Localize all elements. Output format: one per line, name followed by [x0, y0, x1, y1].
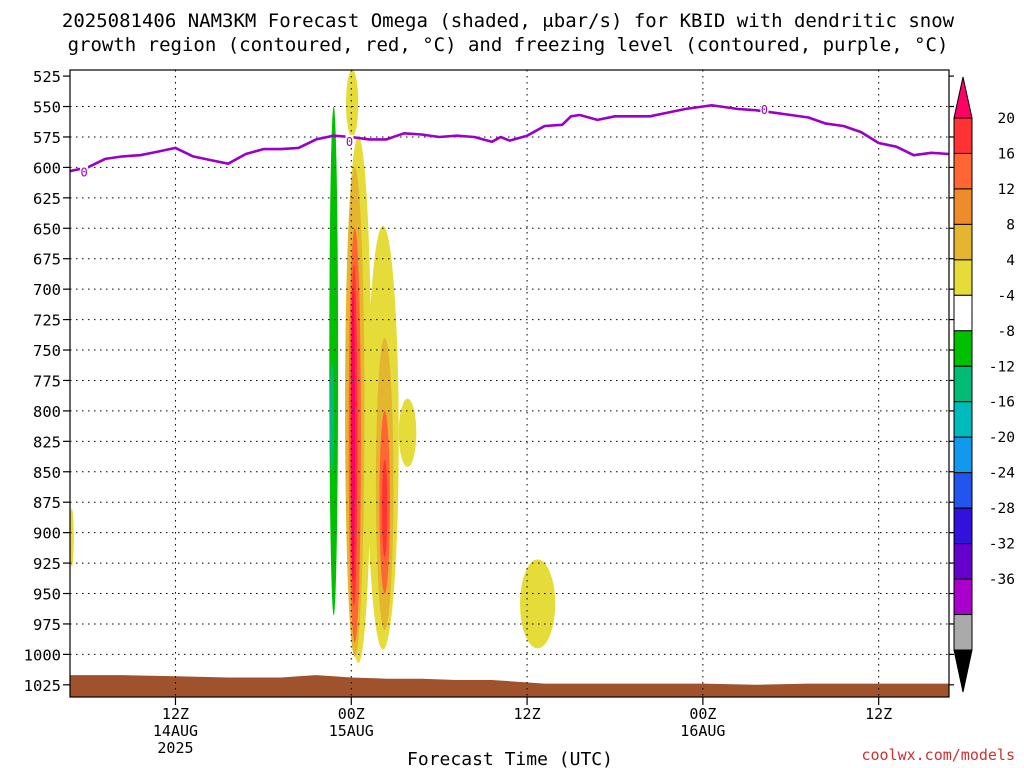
omega-feature-11 [520, 559, 556, 649]
freezing-level-label: 0 [346, 135, 353, 149]
freezing-level-label-bg [345, 134, 354, 148]
omega-feature-0 [346, 70, 359, 137]
y-tick-label: 550 [33, 99, 61, 117]
x-tick-label: 00Z [338, 705, 365, 723]
omega-feature-9 [382, 459, 388, 557]
y-tick-label: 775 [33, 372, 61, 390]
colorbar-label: 8 [1006, 217, 1015, 233]
plot-grid [70, 70, 949, 697]
colorbar-segment [953, 152, 973, 190]
colorbar-label: -4 [998, 288, 1016, 304]
terrain-layer [70, 675, 949, 697]
x-tick-label: 15AUG [329, 722, 374, 740]
colorbar-segment [953, 614, 973, 651]
y-tick-label: 675 [33, 251, 61, 269]
y-tick-label: 525 [33, 68, 61, 86]
colorbar-bottom-arrow [953, 649, 973, 693]
y-axis-ticks: 525 550 575 600 625 650 675 700 725 750 775 800 825 8… [24, 68, 954, 695]
y-tick-label: 1025 [24, 677, 61, 695]
y-tick-label: 600 [33, 159, 61, 177]
y-tick-label: 975 [33, 616, 61, 634]
y-tick-label: 700 [33, 281, 61, 299]
colorbar-segment [953, 223, 973, 261]
colorbar-segment [953, 294, 973, 332]
x-tick-label: 12Z [865, 705, 892, 723]
freezing-level-line [70, 104, 949, 173]
freezing-level-label: 0 [761, 103, 768, 117]
x-tick-label: 00Z [689, 705, 716, 723]
y-tick-label: 925 [33, 555, 61, 573]
colorbar-segment [953, 507, 973, 545]
credit-text: coolwx.com/models [861, 746, 1015, 764]
y-tick-label: 750 [33, 342, 61, 360]
colorbar-segment [953, 578, 973, 616]
colorbar-segment [953, 436, 973, 474]
y-tick-label: 875 [33, 494, 61, 512]
freezing-level-label: 0 [80, 165, 87, 179]
colorbar-label: -36 [989, 572, 1015, 588]
colorbar-label: -20 [989, 430, 1015, 446]
y-tick-label: 850 [33, 464, 61, 482]
colorbar-segment [953, 188, 973, 225]
colorbar-label: 20 [998, 111, 1015, 127]
colorbar-top-arrow [953, 76, 973, 119]
x-tick-label: 14AUG [153, 722, 198, 740]
x-tick-label: 16AUG [680, 722, 725, 740]
colorbar-label: -16 [989, 395, 1015, 411]
colorbar-label: -28 [989, 501, 1015, 517]
chart-title-line-1: 2025081406 NAM3KM Forecast Omega (shaded… [62, 10, 955, 32]
colorbar-segment [953, 330, 973, 367]
omega-shading [70, 70, 556, 663]
y-tick-label: 900 [33, 525, 61, 543]
y-tick-label: 950 [33, 586, 61, 604]
freezing-level-layer: 0 0 0 [70, 103, 949, 179]
colorbar-segment [953, 117, 973, 154]
y-tick-label: 575 [33, 129, 61, 147]
colorbar-segment [953, 472, 973, 509]
colorbar: 20 16 12 8 4 -4 -8 -12 -16 -20 -24 -28 -32 -36 [953, 76, 1016, 693]
y-tick-label: 825 [33, 433, 61, 451]
plot-frame [69, 69, 950, 698]
colorbar-segment [953, 365, 973, 403]
colorbar-label: -32 [989, 537, 1015, 553]
omega-feature-5 [351, 289, 356, 582]
colorbar-label: -24 [989, 466, 1015, 482]
y-tick-label: 800 [33, 403, 61, 421]
x-tick-label: 2025 [157, 739, 193, 757]
omega-feature-13 [329, 106, 339, 616]
y-tick-label: 1000 [24, 646, 61, 664]
x-axis-label: Forecast Time (UTC) [407, 749, 613, 768]
omega-feature-10 [398, 398, 417, 467]
colorbar-segment [953, 259, 973, 296]
colorbar-label: 12 [998, 182, 1015, 198]
x-tick-label: 12Z [162, 705, 189, 723]
colorbar-segment [953, 401, 973, 438]
colorbar-label: 4 [1006, 253, 1015, 269]
y-tick-label: 725 [33, 312, 61, 330]
freezing-level-label-bg [80, 165, 89, 179]
omega-feature-14 [329, 362, 335, 472]
x-tick-label: 12Z [514, 705, 541, 723]
colorbar-label: -12 [989, 359, 1015, 375]
chart-title-line-2: growth region (contoured, red, °C) and f… [68, 34, 949, 56]
colorbar-label: -8 [998, 324, 1015, 340]
colorbar-segment [953, 543, 973, 580]
y-tick-label: 650 [33, 220, 61, 238]
omega-feature-12 [70, 508, 74, 567]
y-tick-label: 625 [33, 190, 61, 208]
freezing-level-label-bg [760, 103, 769, 117]
terrain-fill [70, 675, 949, 697]
colorbar-label: 16 [998, 146, 1015, 162]
